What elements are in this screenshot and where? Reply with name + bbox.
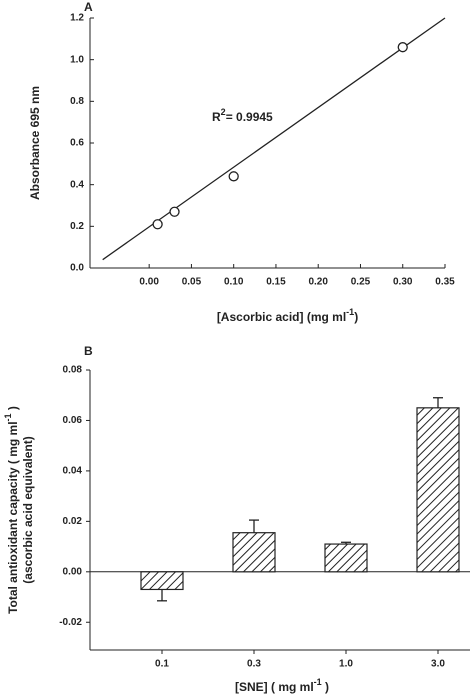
panel-label: B [84, 344, 93, 358]
bar [324, 543, 368, 573]
y-tick-label: 0.00 [63, 566, 83, 577]
y-tick-label: 0.2 [70, 221, 84, 232]
fit-line [102, 17, 446, 261]
bar [416, 407, 460, 573]
bar [232, 532, 276, 573]
x-tick-label: 0.35 [435, 277, 455, 288]
y-axis-label-part: Total antioxidant capacity ( mg ml [6, 421, 20, 613]
y-tick-label: 0.08 [63, 365, 83, 376]
x-axis-label-part: [Ascorbic acid] (mg ml [217, 310, 346, 324]
bar [140, 571, 184, 591]
point [169, 206, 180, 217]
x-tick-label: 0.30 [393, 277, 413, 288]
x-tick-label: 0.20 [308, 277, 328, 288]
y-axis-label-part: ) [6, 406, 20, 413]
x-tick-label: 3.0 [431, 659, 445, 670]
y-tick-label: 1.0 [70, 54, 84, 65]
y-tick-label: 0.8 [70, 96, 84, 107]
x-tick-label: 0.10 [224, 277, 244, 288]
y-tick-label: 0.6 [70, 138, 84, 149]
x-axis-label-part: ) [322, 680, 329, 694]
y-axis-label-part: (ascorbic acid equivalent) [21, 436, 35, 583]
annotation-part: = 0.9945 [226, 110, 273, 124]
x-tick-label: 0.15 [266, 277, 286, 288]
annotation: R2= 0.9945 [212, 107, 273, 124]
y-tick-label: 0.4 [70, 179, 84, 190]
y-axis-label: Total antioxidant capacity ( mg ml-1 ) [3, 406, 20, 614]
y-tick-label: 0.0 [70, 263, 84, 274]
x-tick-label: 0.1 [155, 659, 169, 670]
y-tick-label: -0.02 [59, 617, 82, 628]
y-tick-label: 1.2 [70, 13, 84, 24]
panel-label: A [84, 0, 93, 14]
y-axis-label: (ascorbic acid equivalent) [21, 436, 35, 583]
x-axis-label: [Ascorbic acid] (mg ml-1) [217, 307, 358, 324]
x-tick-label: 0.00 [139, 277, 159, 288]
x-tick-label: 0.05 [182, 277, 202, 288]
x-axis-label-part: ) [354, 310, 358, 324]
x-axis-label-part: [SNE] ( mg ml [235, 680, 314, 694]
x-axis-label: [SNE] ( mg ml-1 ) [235, 677, 329, 694]
y-tick-label: 0.04 [63, 466, 83, 477]
x-tick-label: 0.25 [351, 277, 371, 288]
x-axis-label-part: -1 [314, 677, 322, 687]
point [228, 171, 239, 182]
y-axis-label-part: -1 [3, 413, 13, 421]
annotation-part: R [212, 110, 221, 124]
x-tick-label: 0.3 [247, 659, 261, 670]
x-axis-label-part: -1 [346, 307, 354, 317]
point [152, 219, 163, 230]
y-tick-label: 0.06 [63, 415, 83, 426]
annotation-part: 2 [221, 107, 226, 117]
y-tick-label: 0.02 [63, 516, 83, 527]
x-tick-label: 1.0 [339, 659, 353, 670]
point [397, 42, 408, 53]
y-axis-label: Absorbance 695 nm [28, 86, 42, 200]
